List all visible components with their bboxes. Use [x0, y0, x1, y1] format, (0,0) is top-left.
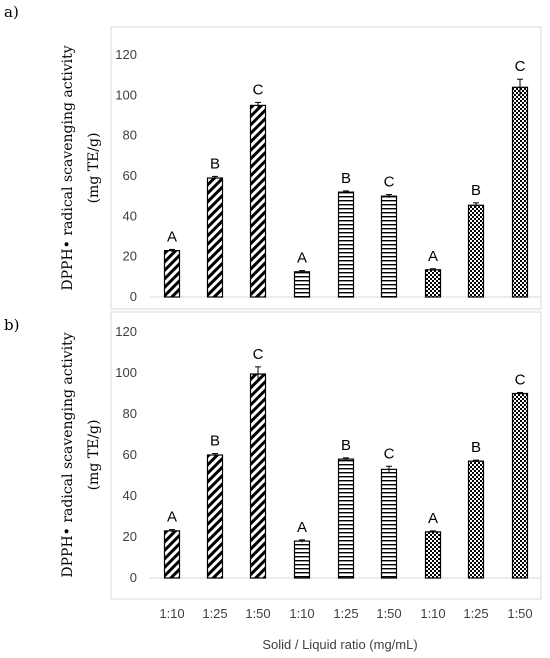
panel-b-bar	[467, 460, 485, 579]
panel-b-significance-label: C	[515, 371, 526, 388]
panel-a-significance-label: C	[253, 81, 264, 98]
panel-a-ylabel: DPPH• radical scavenging activity (mg TE…	[60, 45, 102, 290]
panel-a-ytick-label: 0	[130, 289, 137, 304]
panel-a-ytick-label: 40	[123, 208, 137, 223]
panel-b-ytick-label: 80	[123, 406, 137, 421]
x-tick-label: 1:25	[333, 606, 358, 621]
panel-a-significance-label: A	[167, 228, 177, 245]
panel-b-significance-label: C	[253, 346, 264, 363]
panel-a-ytick-label: 80	[123, 128, 137, 143]
panel-b-ytick-label: 120	[115, 324, 137, 339]
panel-a-ytick-label: 60	[123, 168, 137, 183]
x-tick-labels: 1:10 1:25 1:50 1:10 1:25 1:50 1:10 1:25 1:50	[159, 606, 532, 621]
panel-b-ytick-label: 20	[123, 529, 137, 544]
panel-a-bar	[467, 204, 485, 298]
panel-a-significance-label: B	[210, 155, 220, 172]
panel-b-significance-label: A	[428, 510, 438, 527]
panel-a-bar	[511, 86, 529, 298]
panel-a-significance-label: B	[471, 182, 481, 199]
panel-a-bar	[206, 177, 224, 298]
panel-a-bar	[163, 250, 181, 298]
svg-text:DPPH• radical scavenging activ: DPPH• radical scavenging activity	[60, 45, 76, 290]
x-axis-label: Solid / Liquid ratio (mg/mL)	[262, 637, 417, 652]
panel-b-bar	[163, 530, 181, 579]
panel-b-bar	[293, 540, 311, 579]
panel-a-ytick-label: 100	[115, 87, 137, 102]
panel-a-significance-label: B	[341, 170, 351, 187]
panel-a-significance-label: C	[515, 58, 526, 75]
x-tick-label: 1:50	[376, 606, 401, 621]
x-tick-label: 1:25	[202, 606, 227, 621]
panel-b-significance-label: A	[167, 509, 177, 526]
panel-b-tag: b)	[4, 316, 19, 334]
panel-b-ylabel: DPPH• radical scavenging activity (mg TE…	[60, 332, 102, 577]
svg-text:(mg TE/g): (mg TE/g)	[86, 420, 102, 491]
panel-b-frame	[110, 311, 542, 600]
panel-b-bar	[206, 454, 224, 579]
x-tick-label: 1:10	[420, 606, 445, 621]
panel-a-plot: 0 20 40 60 80 100 120 A B C A B C A B C	[115, 47, 541, 304]
x-tick-label: 1:50	[245, 606, 270, 621]
panel-b-significance-label: C	[384, 445, 395, 462]
panel-b-bar	[424, 531, 442, 579]
panel-a-bar	[337, 191, 355, 298]
panel-b-significance-label: B	[210, 433, 220, 450]
x-tick-label: 1:25	[463, 606, 488, 621]
panel-b-bar	[337, 458, 355, 579]
panel-a-tag: a)	[4, 3, 19, 21]
x-tick-label: 1:10	[289, 606, 314, 621]
panel-a-bar	[249, 104, 267, 298]
panel-a-bar	[380, 195, 398, 298]
svg-text:(mg TE/g): (mg TE/g)	[86, 133, 102, 204]
panel-b-bar	[249, 373, 267, 579]
panel-b-ytick-label: 60	[123, 447, 137, 462]
panel-b-bar	[511, 392, 529, 579]
x-tick-label: 1:50	[507, 606, 532, 621]
panel-b-significance-label: B	[341, 437, 351, 454]
panel-a-significance-label: A	[297, 250, 307, 267]
panel-b-significance-label: A	[297, 519, 307, 536]
panel-b-ytick-label: 0	[130, 570, 137, 585]
panel-b-plot: 0 20 40 60 80 100 120 A B C A B C A B C	[115, 324, 541, 585]
panel-b-significance-label: B	[471, 439, 481, 456]
panel-a-frame	[110, 26, 542, 310]
panel-b-ytick-label: 40	[123, 488, 137, 503]
panel-a-significance-label: A	[428, 248, 438, 265]
x-tick-label: 1:10	[159, 606, 184, 621]
panel-b-bar	[380, 468, 398, 579]
panel-a-bar	[293, 271, 311, 298]
panel-b-ytick-label: 100	[115, 365, 137, 380]
panel-a-ytick-label: 120	[115, 47, 137, 62]
svg-text:DPPH• radical scavenging activ: DPPH• radical scavenging activity	[60, 332, 76, 577]
panel-a-ytick-label: 20	[123, 249, 137, 264]
panel-a-bar	[424, 269, 442, 298]
panel-a-significance-label: C	[384, 174, 395, 191]
